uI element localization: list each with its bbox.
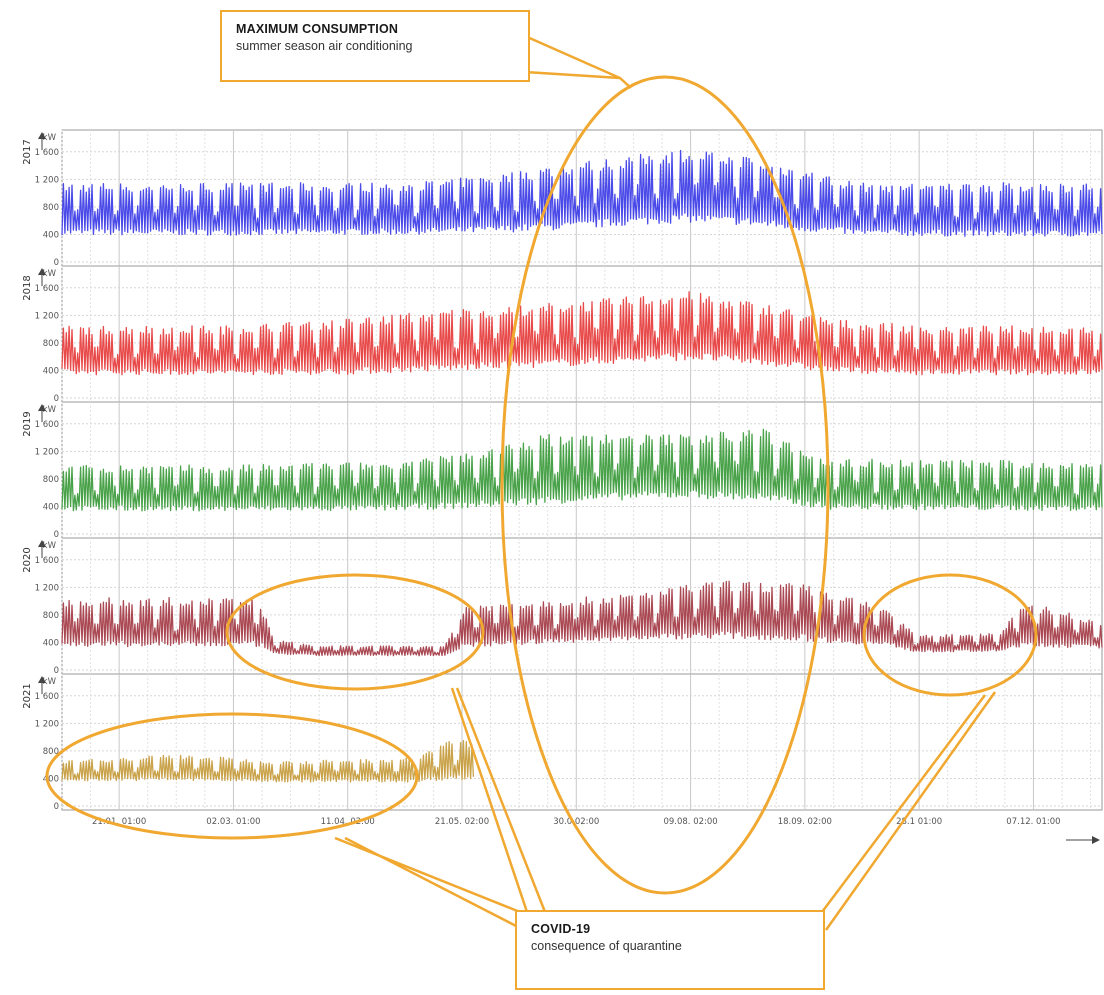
- y-tick-label: 800: [43, 339, 59, 349]
- y-tick-label: 400: [43, 774, 59, 784]
- x-axis-arrow-head: [1092, 836, 1100, 844]
- y-tick-label: 800: [43, 747, 59, 757]
- y-tick-label: 400: [43, 230, 59, 240]
- y-tick-label: 1 200: [35, 175, 59, 185]
- highlight-covid-spring-2020: [225, 573, 485, 691]
- y-tick-label: 0: [54, 666, 59, 676]
- x-axis: 21.01. 01:00 02.03. 01:00 11.04. 02:00 21.0…: [92, 817, 1100, 844]
- x-tick-label: 30.0 02:00: [553, 817, 599, 827]
- series-label-year: 2017: [22, 139, 33, 164]
- chart-panels: 0 400 800 1 200 1 600 kW 2017 0 400 800 1 200 1 600…: [22, 129, 1103, 812]
- y-tick-label: 1 600: [35, 284, 59, 294]
- y-tick-label: 1 200: [35, 447, 59, 457]
- highlight-covid-autumn-2020: [862, 573, 1038, 697]
- y-unit-label: kW: [43, 269, 57, 279]
- y-tick-label: 1 200: [35, 583, 59, 593]
- y-axis-arrow-head: [38, 676, 46, 683]
- series-label-year: 2018: [22, 275, 33, 300]
- callout-subtitle: summer season air conditioning: [236, 39, 413, 53]
- y-tick-label: 0: [54, 394, 59, 404]
- y-tick-label: 1 200: [35, 311, 59, 321]
- y-axis-arrow-head: [38, 132, 46, 139]
- y-tick-label: 400: [43, 366, 59, 376]
- y-unit-label: kW: [43, 677, 57, 687]
- series-line-2019: [61, 428, 1103, 512]
- y-tick-label: 0: [54, 530, 59, 540]
- leader-line: [524, 34, 632, 89]
- leader-line: [450, 687, 529, 913]
- panel-2019: 0 400 800 1 200 1 600 kW 2019: [22, 401, 1103, 540]
- y-axis-arrow-head: [38, 404, 46, 411]
- y-tick-label: 800: [43, 475, 59, 485]
- leader-line: [455, 687, 547, 913]
- highlight-2021: [45, 712, 419, 840]
- x-tick-label: 07.12. 01:00: [1006, 817, 1060, 827]
- leader-line: [334, 836, 521, 914]
- y-unit-label: kW: [43, 405, 57, 415]
- series-label-year: 2020: [22, 547, 33, 572]
- x-tick-label: 21.01. 01:00: [92, 817, 146, 827]
- y-tick-label: 0: [54, 258, 59, 268]
- y-tick-label: 0: [54, 802, 59, 812]
- y-unit-label: kW: [43, 133, 57, 143]
- y-tick-label: 400: [43, 502, 59, 512]
- y-tick-label: 1 600: [35, 420, 59, 430]
- y-tick-label: 400: [43, 638, 59, 648]
- leader-line: [524, 70, 621, 80]
- annotation-overlays: [45, 34, 1038, 931]
- panel-2018: 0 400 800 1 200 1 600 kW 2018: [22, 265, 1103, 404]
- callout-subtitle: consequence of quarantine: [531, 939, 682, 953]
- y-tick-label: 800: [43, 611, 59, 621]
- x-tick-label: 09.08. 02:00: [663, 817, 717, 827]
- panel-frame: [61, 537, 1103, 675]
- x-tick-label: 11.04. 02:00: [321, 817, 375, 827]
- callout-title: COVID-19: [531, 922, 591, 936]
- y-axis-arrow-head: [38, 540, 46, 547]
- callout-covid: COVID-19 consequence of quarantine: [515, 910, 825, 990]
- y-tick-label: 1 600: [35, 556, 59, 566]
- callout-title: MAXIMUM CONSUMPTION: [236, 22, 399, 36]
- y-tick-label: 1 600: [35, 692, 59, 702]
- series-label-year: 2021: [22, 683, 33, 708]
- y-tick-label: 1 600: [35, 148, 59, 158]
- series-label-year: 2019: [22, 411, 33, 436]
- series-line-2020: [61, 580, 1103, 657]
- y-unit-label: kW: [43, 541, 57, 551]
- series-line-2021: [61, 740, 475, 783]
- panel-2017: 0 400 800 1 200 1 600 kW 2017: [22, 129, 1103, 268]
- x-tick-label: 28.1 01:00: [896, 817, 942, 827]
- panel-2020: 0 400 800 1 200 1 600 kW 2020: [22, 537, 1103, 676]
- highlight-summer: [500, 75, 830, 895]
- leader-line: [344, 836, 521, 930]
- leader-line: [821, 694, 986, 913]
- y-tick-label: 1 200: [35, 719, 59, 729]
- series-line-2017: [61, 149, 1103, 237]
- x-tick-label: 18.09. 02:00: [778, 817, 832, 827]
- x-tick-label: 02.03. 01:00: [206, 817, 260, 827]
- y-tick-label: 800: [43, 203, 59, 213]
- leader-line: [824, 691, 997, 931]
- callout-maximum-consumption: MAXIMUM CONSUMPTION summer season air co…: [220, 10, 530, 82]
- series-line-2018: [61, 291, 1103, 376]
- y-axis-arrow-head: [38, 268, 46, 275]
- x-tick-label: 21.05. 02:00: [435, 817, 489, 827]
